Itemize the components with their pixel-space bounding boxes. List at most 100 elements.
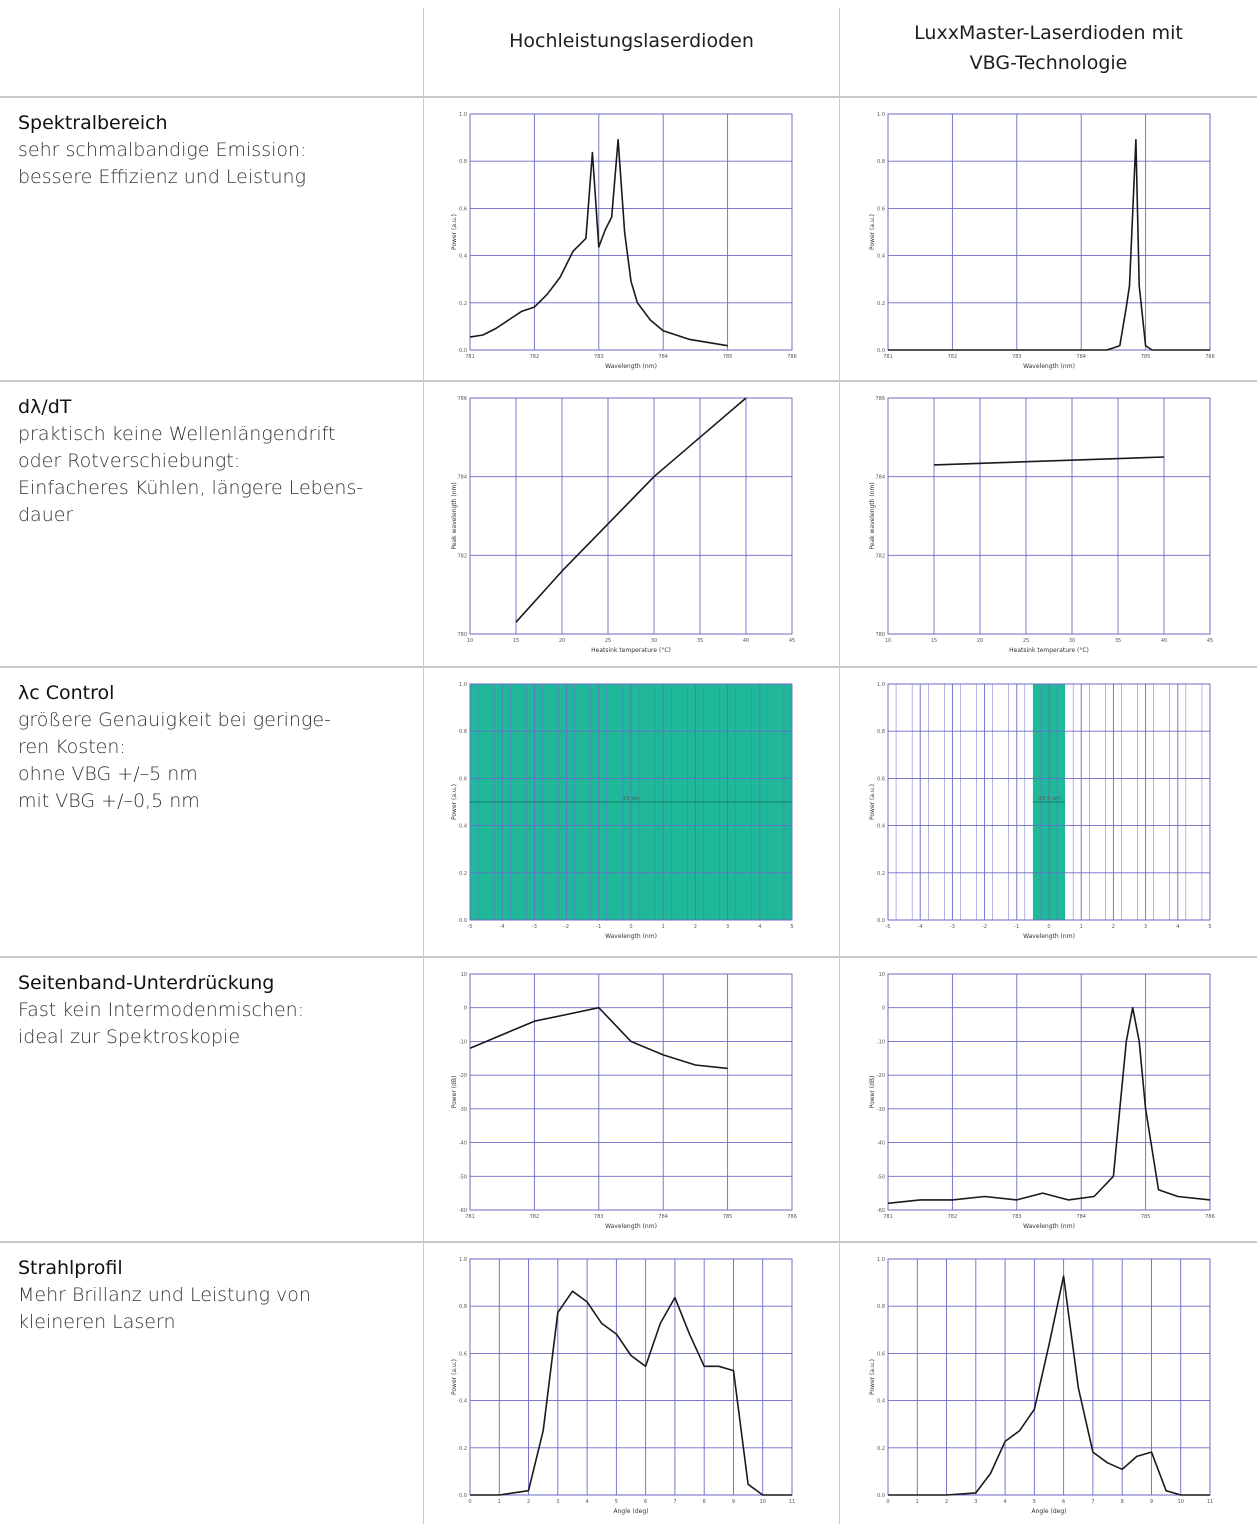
column-header-luxxmaster: LuxxMaster-Laserdioden mit VBG-Technolog… — [840, 18, 1257, 78]
x-tick-label: 783 — [1012, 354, 1022, 360]
series-line — [887, 1006, 1211, 1205]
x-tick-label: 4 — [585, 1499, 588, 1505]
x-tick-label: 2 — [694, 924, 697, 930]
x-tick-label: 9 — [732, 1499, 735, 1505]
x-tick-label: 783 — [1012, 1214, 1022, 1220]
row-label-lambda-control: λc Control größere Genauigkeit bei gerin… — [18, 680, 413, 815]
x-tick-label: -4 — [500, 924, 505, 930]
x-tick-label: 784 — [1076, 1214, 1086, 1220]
chart-svg: 781 782 783 784 785 786 -60 -50 -40 -30 -20 -10 0 10 W… — [869, 972, 1215, 1230]
x-tick-label: 25 — [605, 638, 611, 644]
x-tick-label: -2 — [564, 924, 569, 930]
y-axis-label: Power (dB) — [869, 1076, 876, 1109]
series-line — [470, 1290, 792, 1496]
x-tick-label: 30 — [651, 638, 657, 644]
series-line — [515, 397, 747, 623]
chart-drift-vbg: 10 15 20 25 30 35 40 45 780 782 784 786 Heatsink tem… — [866, 390, 1216, 658]
plot-area — [469, 973, 793, 1211]
x-tick-label: 4 — [1003, 1499, 1006, 1505]
row-title: Strahlprofil — [18, 1257, 123, 1279]
column-divider-1 — [423, 8, 424, 1524]
x-tick-label: 783 — [594, 1214, 604, 1220]
x-tick-label: 785 — [1141, 354, 1151, 360]
y-tick-label: 0 — [464, 1006, 467, 1012]
x-tick-label: 35 — [1115, 638, 1121, 644]
x-axis-label: Wavelength (nm) — [1023, 363, 1075, 370]
x-tick-label: 20 — [977, 638, 983, 644]
y-tick-label: 0.6 — [459, 1351, 467, 1357]
x-tick-label: -4 — [918, 924, 923, 930]
y-tick-label: 1.0 — [459, 112, 467, 118]
y-tick-label: 0.8 — [877, 159, 885, 165]
y-axis-label: Peak wavelength (nm) — [451, 482, 458, 549]
x-tick-label: 786 — [1205, 1214, 1215, 1220]
x-axis-label: Wavelength (nm) — [605, 1223, 657, 1230]
chart-seitenband-standard: 781 782 783 784 785 786 -60 -50 -40 -30 -20 -10 0 10 W… — [448, 966, 798, 1234]
x-tick-label: 786 — [1205, 354, 1215, 360]
x-tick-label: 8 — [1121, 1499, 1124, 1505]
chart-svg: 10 15 20 25 30 35 40 45 780 782 784 786 Heatsink tem… — [869, 396, 1213, 654]
x-tick-label: 30 — [1069, 638, 1075, 644]
x-tick-label: 15 — [513, 638, 519, 644]
y-axis-label: Power (a.u.) — [451, 1359, 458, 1395]
row-desc-line: oder Rotverschiebungt: — [18, 450, 241, 472]
x-tick-label: 45 — [1207, 638, 1213, 644]
row-title: λc Control — [18, 682, 115, 704]
y-tick-label: 0.8 — [877, 729, 885, 735]
y-tick-label: 0.2 — [877, 301, 885, 307]
row-title: Seitenband-Unterdrückung — [18, 972, 275, 994]
y-tick-label: 1.0 — [877, 112, 885, 118]
chart-control-vbg: -5 -4 -3 -2 -1 0 1 2 3 4 5 0.0 0.2 0.4 0.6 0.8 1.0 ±0.5 n… — [866, 676, 1216, 944]
x-tick-label: 2 — [1112, 924, 1115, 930]
x-tick-label: 1 — [662, 924, 665, 930]
x-tick-label: 6 — [644, 1499, 647, 1505]
row-divider — [0, 1241, 1257, 1243]
x-tick-label: 1 — [916, 1499, 919, 1505]
x-tick-label: 11 — [1207, 1499, 1213, 1505]
row-desc-line: Einfacheres Kühlen, längere Lebens- — [18, 477, 364, 499]
x-tick-label: 0 — [886, 1499, 889, 1505]
x-tick-label: 0 — [1047, 924, 1050, 930]
x-axis-label: Wavelength (nm) — [1023, 933, 1075, 940]
row-label-dlambda-dt: dλ/dT praktisch keine Wellenlängendrift … — [18, 394, 413, 529]
row-desc-line: praktisch keine Wellenlängendrift — [18, 423, 336, 445]
series-line — [888, 1275, 1210, 1496]
plot-area — [469, 1258, 793, 1496]
plot-area — [469, 397, 793, 635]
row-label-seitenband: Seitenband-Unterdrückung Fast kein Inter… — [18, 970, 413, 1051]
y-tick-label: 0.2 — [877, 871, 885, 877]
band-label: ±5 nm — [623, 796, 640, 802]
y-tick-label: 780 — [875, 632, 885, 638]
y-tick-label: 0.6 — [877, 206, 885, 212]
x-tick-label: -3 — [532, 924, 537, 930]
chart-seitenband-vbg: 781 782 783 784 785 786 -60 -50 -40 -30 -20 -10 0 10 W… — [866, 966, 1216, 1234]
x-axis-label: Wavelength (nm) — [1023, 1223, 1075, 1230]
plot-area — [887, 397, 1211, 635]
y-tick-label: 0.2 — [459, 871, 467, 877]
chart-svg: -5 -4 -3 -2 -1 0 1 2 3 4 5 0.0 0.2 0.4 0.6 0.8 1.0 ±0.5 n… — [869, 682, 1212, 940]
x-tick-label: 40 — [743, 638, 749, 644]
y-axis-label: Power (a.u.) — [869, 784, 876, 820]
chart-strahlprofil-standard: 0 1 2 3 4 5 6 7 8 9 10 11 0.0 0.2 0.4 0.6 0.8 1.0 Angle (d… — [448, 1251, 798, 1519]
y-tick-label: 0 — [882, 1006, 885, 1012]
y-tick-label: 784 — [875, 475, 885, 481]
y-tick-label: 784 — [457, 475, 467, 481]
x-tick-label: 2 — [945, 1499, 948, 1505]
y-tick-label: 0.4 — [877, 1399, 885, 1405]
series-line — [933, 456, 1165, 466]
y-tick-label: 10 — [461, 972, 467, 978]
plot-area — [887, 973, 1211, 1211]
row-title: Spektralbereich — [18, 112, 168, 134]
chart-svg: 781 782 783 784 785 786 0.0 0.2 0.4 0.6 0.8 1.0 Wave… — [451, 112, 797, 370]
x-tick-label: 2 — [527, 1499, 530, 1505]
x-tick-label: 1 — [498, 1499, 501, 1505]
x-tick-label: 5 — [615, 1499, 618, 1505]
y-axis-label: Power (a.u.) — [451, 214, 458, 250]
x-tick-label: 782 — [530, 1214, 540, 1220]
x-axis-label: Heatsink temperature (°C) — [591, 647, 671, 654]
y-tick-label: 0.8 — [877, 1304, 885, 1310]
row-desc-line: bessere Effizienz und Leistung — [18, 166, 306, 188]
x-tick-label: 782 — [948, 354, 958, 360]
x-tick-label: 40 — [1161, 638, 1167, 644]
plot-area — [469, 113, 793, 351]
